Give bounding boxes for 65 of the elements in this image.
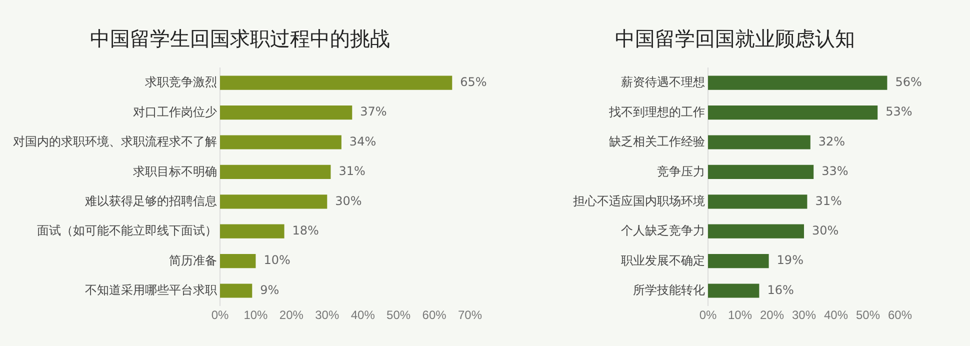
y-tick-label: 担心不适应国内职场环境 <box>573 194 705 208</box>
x-tick-label: 10% <box>728 308 752 322</box>
bar <box>220 135 342 150</box>
bar <box>708 254 769 268</box>
bar <box>708 135 810 150</box>
y-tick-label: 薪资待遇不理想 <box>621 75 705 90</box>
data-label: 31% <box>338 164 366 178</box>
y-tick-label: 个人缺乏竞争力 <box>621 224 705 238</box>
x-tick-label: 50% <box>386 308 411 322</box>
y-tick-label: 所学技能转化 <box>633 283 705 298</box>
data-label: 34% <box>349 134 376 148</box>
chart-title: 中国留学回国就业顾虑认知 <box>615 28 855 51</box>
y-tick-label: 对口工作岗位少 <box>133 104 217 119</box>
x-tick-label: 40% <box>350 308 376 322</box>
y-tick-label: 职业发展不确定 <box>621 253 705 268</box>
x-tick-label: 60% <box>422 308 447 322</box>
x-tick-label: 0% <box>211 308 229 322</box>
y-tick-label: 求职竞争激烈 <box>145 75 217 90</box>
data-label: 32% <box>818 134 846 148</box>
data-label: 18% <box>292 223 319 238</box>
y-tick-label: 求职目标不明确 <box>133 164 217 178</box>
bar <box>220 224 284 238</box>
y-tick-label: 面试（如可能不能立即线下面试） <box>37 224 217 238</box>
x-tick-label: 0% <box>699 308 717 322</box>
x-tick-label: 10% <box>244 308 268 322</box>
x-tick-label: 20% <box>760 308 784 322</box>
x-tick-label: 70% <box>458 308 482 322</box>
y-tick-label: 对国内的求职环境、求职流程求不了解 <box>13 134 217 149</box>
chart-title: 中国留学生回国求职过程中的挑战 <box>90 28 390 51</box>
y-tick-label: 找不到理想的工作 <box>608 104 705 119</box>
bar <box>220 105 352 120</box>
x-tick-label: 50% <box>856 308 880 322</box>
data-label: 31% <box>815 194 842 208</box>
bar <box>220 194 328 209</box>
y-tick-label: 难以获得足够的招聘信息 <box>84 194 217 208</box>
bar <box>220 76 452 90</box>
data-label: 30% <box>335 194 362 208</box>
data-label: 30% <box>812 223 839 238</box>
y-tick-label: 简历准备 <box>169 253 217 268</box>
y-tick-label: 竞争压力 <box>657 164 705 178</box>
bar <box>220 164 331 180</box>
bar <box>708 105 878 120</box>
bar <box>708 224 804 238</box>
y-tick-label: 缺乏相关工作经验 <box>609 134 705 149</box>
data-label: 37% <box>360 104 387 119</box>
bar <box>220 254 256 268</box>
data-label: 19% <box>776 253 804 268</box>
x-tick-label: 30% <box>792 308 816 322</box>
x-tick-label: 20% <box>279 308 304 322</box>
data-label: 56% <box>895 74 922 89</box>
bar <box>708 76 888 90</box>
bar <box>220 284 252 298</box>
x-tick-label: 40% <box>824 308 848 322</box>
bar <box>708 194 808 209</box>
bar <box>708 284 760 298</box>
data-label: 53% <box>886 104 912 119</box>
x-tick-label: 60% <box>888 308 912 322</box>
data-label: 9% <box>260 282 280 297</box>
data-label: 65% <box>460 74 487 89</box>
y-tick-label: 不知道采用哪些平台求职 <box>85 283 217 298</box>
data-label: 33% <box>822 164 848 178</box>
x-tick-label: 30% <box>315 308 340 322</box>
data-label: 10% <box>264 253 290 268</box>
bar <box>708 164 814 180</box>
data-label: 16% <box>767 282 794 297</box>
